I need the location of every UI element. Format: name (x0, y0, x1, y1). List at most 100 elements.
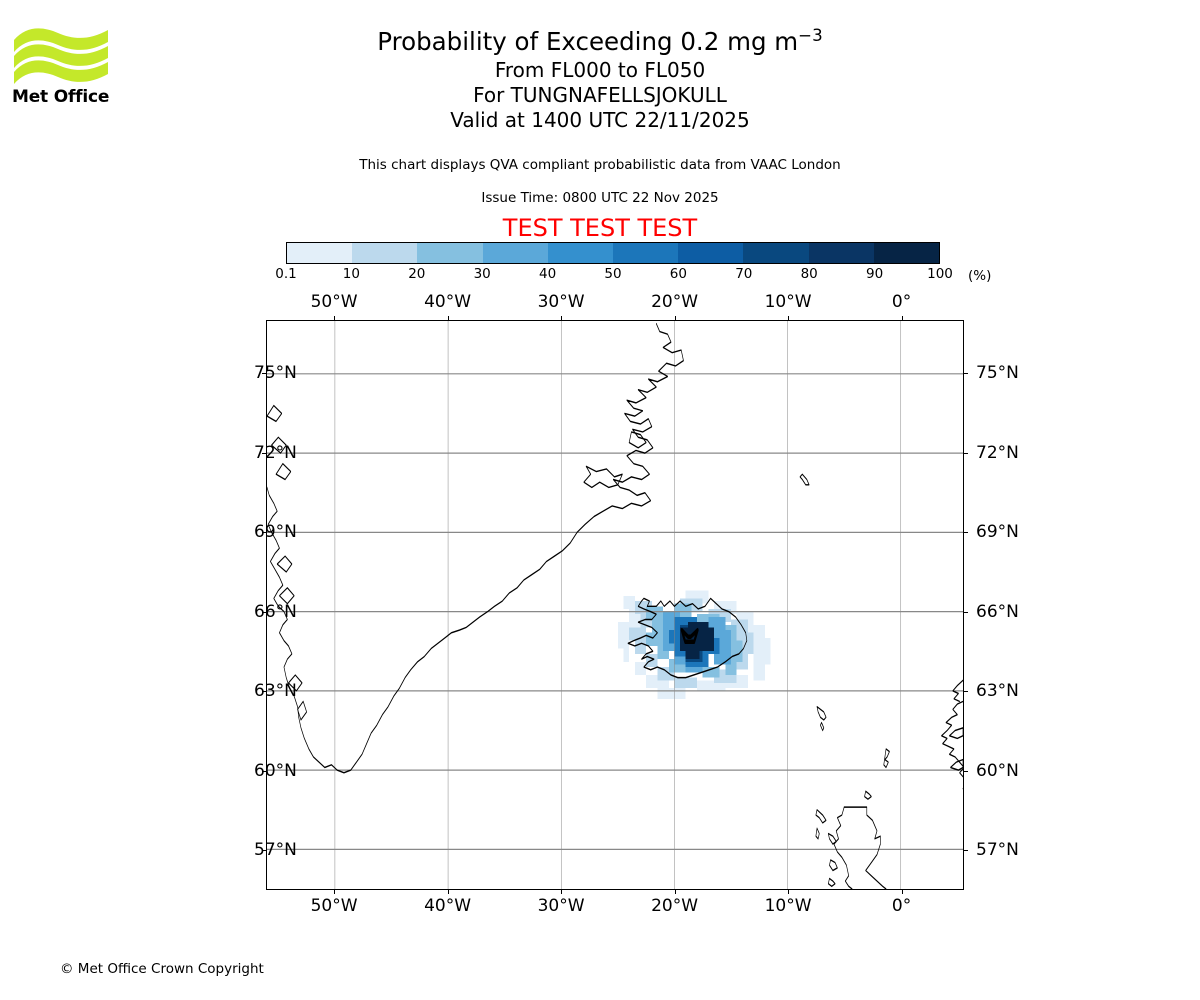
met-office-waves-icon (14, 28, 108, 84)
colorbar-tick-100: 100 (927, 266, 953, 282)
lon-tick-label-30°W: 30°W (537, 292, 585, 312)
norway-coastline-inner (952, 679, 963, 703)
title-volcano-name: For TUNGNAFELLSJOKULL (473, 83, 727, 107)
scotland-west-coast (833, 806, 853, 889)
lon-tick-label-0°: 0° (891, 292, 912, 312)
shetland-coastline (883, 748, 890, 769)
title-text: Probability of Exceeding 0.2 mg m (377, 27, 799, 56)
lat-tick-label-right-63°N: 63°N (976, 681, 1019, 702)
outer-hebrides-coastline (815, 809, 827, 824)
iceland-coastline (627, 597, 748, 679)
faroe-islands-coastline (816, 705, 827, 721)
faroe-islands-2 (820, 721, 825, 732)
jan-mayen-coastline (799, 473, 810, 486)
colorbar-tick-20: 20 (408, 266, 426, 282)
lat-tick-label-right-57°N: 57°N (976, 840, 1019, 861)
colorbar-tick-80: 80 (800, 266, 818, 282)
title-valid-time: Valid at 1400 UTC 22/11/2025 (450, 108, 750, 132)
colorbar-tick-60: 60 (669, 266, 687, 282)
great-britain-coastline (843, 806, 887, 889)
colorbar-tick-40: 40 (539, 266, 557, 282)
colorbar-segment-5 (613, 243, 679, 263)
colorbar-segment-3 (482, 243, 548, 263)
mull-islay-coastline (829, 859, 838, 872)
axis-tick-mark (901, 316, 903, 320)
colorbar-segment-4 (547, 243, 614, 263)
issue-time: Issue Time: 0800 UTC 22 Nov 2025 (481, 190, 719, 206)
colorbar-tick-30: 30 (473, 266, 491, 282)
ash-probability-layer (617, 590, 771, 699)
axis-tick-mark (964, 452, 968, 454)
greenland-fjord-2 (288, 674, 303, 692)
lat-tick-label-right-72°N: 72°N (976, 442, 1019, 463)
axis-tick-mark (447, 890, 449, 894)
axis-tick-mark (674, 316, 676, 320)
lon-tick-label-50°W: 50°W (310, 292, 358, 312)
greenland-ne-fjord (628, 431, 647, 449)
lat-tick-label-right-66°N: 66°N (976, 601, 1019, 622)
axis-tick-mark (334, 316, 336, 320)
map-canvas (267, 321, 963, 889)
colorbar: 0.1 10 20 30 40 50 60 70 80 90 100 (275, 242, 953, 282)
orkney-coastline (864, 790, 872, 800)
colorbar-segment-9 (873, 243, 940, 263)
axis-tick-mark (964, 770, 968, 772)
title-flight-levels: From FL000 to FL050 (494, 58, 706, 82)
axis-tick-mark (262, 770, 266, 772)
page-title: Probability of Exceeding 0.2 mg m−3 (130, 26, 1070, 58)
colorbar-tick-10: 10 (342, 266, 360, 282)
colorbar-segment-8 (808, 243, 874, 263)
axis-tick-mark (964, 373, 968, 375)
greenland-fjord-3 (279, 587, 295, 605)
colorbar-tick-90: 90 (866, 266, 884, 282)
axis-tick-mark (334, 890, 336, 894)
norway-coastline (941, 700, 963, 790)
axis-tick-mark (262, 611, 266, 613)
axis-tick-mark (561, 316, 563, 320)
axis-tick-mark (788, 890, 790, 894)
axis-tick-mark (561, 890, 563, 894)
colorbar-unit-label: (%) (968, 268, 992, 284)
lon-tick-label-40°W: 40°W (424, 292, 472, 312)
coastlines-layer (267, 322, 963, 889)
axis-tick-mark (262, 452, 266, 454)
axis-tick-mark (447, 316, 449, 320)
outer-hebrides-2 (815, 827, 820, 840)
colorbar-segment-1 (352, 243, 418, 263)
title-exponent: −3 (798, 25, 823, 45)
map-plot-area[interactable] (266, 320, 964, 890)
lon-tick-label-20°W: 20°W (651, 292, 699, 312)
axis-tick-mark (262, 532, 266, 534)
colorbar-gradient (286, 242, 940, 264)
greenland-west-fjords (297, 700, 307, 721)
lon-tick-label-50°W: 50°W (310, 896, 358, 916)
lat-tick-label-right-75°N: 75°N (976, 363, 1019, 384)
met-office-logo: Met Office (12, 24, 132, 114)
qva-note: This chart displays QVA compliant probab… (359, 157, 841, 173)
axis-tick-mark (262, 850, 266, 852)
colorbar-segment-0 (287, 243, 353, 263)
islay-coastline (828, 877, 836, 888)
axis-tick-mark (901, 890, 903, 894)
greenland-fjord-4 (276, 555, 293, 573)
test-banner: TEST TEST TEST (502, 214, 698, 242)
axis-tick-mark (964, 611, 968, 613)
lon-tick-label-10°W: 10°W (764, 896, 812, 916)
axis-tick-mark (964, 691, 968, 693)
lat-tick-label-right-69°N: 69°N (976, 522, 1019, 543)
colorbar-tick-50: 50 (604, 266, 622, 282)
colorbar-segment-6 (678, 243, 744, 263)
greenland-coastline (267, 322, 684, 774)
axis-tick-mark (674, 890, 676, 894)
colorbar-segment-2 (417, 243, 483, 263)
lon-tick-label-20°W: 20°W (651, 896, 699, 916)
chart-title-block: Probability of Exceeding 0.2 mg m−3 From… (130, 26, 1070, 133)
colorbar-tick-70: 70 (735, 266, 753, 282)
axis-tick-mark (964, 850, 968, 852)
axis-tick-mark (262, 691, 266, 693)
greenland-scoresby-sund (583, 465, 623, 489)
colorbar-segment-7 (743, 243, 809, 263)
greenland-nw-islands (267, 404, 283, 423)
axis-tick-mark (788, 316, 790, 320)
colorbar-tick-labels: 0.1 10 20 30 40 50 60 70 80 90 100 (275, 266, 953, 284)
